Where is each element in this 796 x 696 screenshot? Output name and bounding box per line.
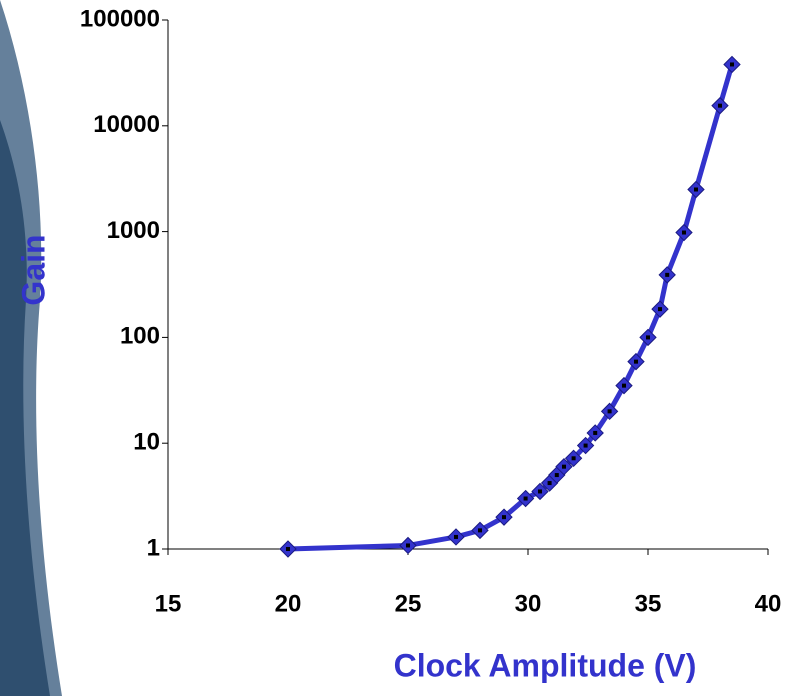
x-tick-label: 15: [155, 590, 182, 617]
y-tick-label: 1000: [107, 217, 160, 244]
marker-center: [538, 489, 542, 494]
marker-center: [286, 547, 290, 551]
marker-center: [478, 528, 482, 533]
marker-center: [646, 335, 650, 340]
y-tick-label: 100000: [80, 5, 160, 32]
marker-center: [730, 62, 734, 67]
marker-center: [718, 103, 722, 108]
y-tick-label: 100: [120, 323, 160, 350]
marker-center: [634, 359, 638, 364]
x-tick-label: 40: [755, 590, 782, 617]
x-tick-label: 25: [395, 590, 422, 617]
marker-center: [454, 534, 458, 539]
marker-center: [694, 187, 698, 192]
y-axis-title: Gain: [15, 234, 51, 305]
x-tick-label: 20: [275, 590, 302, 617]
marker-center: [593, 430, 598, 435]
marker-center: [665, 272, 670, 277]
marker-center: [523, 496, 528, 501]
marker-center: [562, 464, 566, 469]
background-shape: [0, 120, 50, 696]
marker-center: [502, 515, 506, 520]
marker-center: [554, 473, 559, 478]
y-tick-label: 1: [147, 534, 160, 561]
marker-center: [571, 456, 576, 461]
marker-center: [406, 543, 410, 548]
marker-center: [622, 383, 626, 388]
marker-center: [682, 230, 686, 235]
marker-center: [547, 481, 552, 486]
x-tick-label: 30: [515, 590, 542, 617]
marker-center: [607, 409, 612, 414]
marker-center: [583, 443, 588, 448]
y-tick-label: 10: [133, 429, 160, 456]
marker-center: [658, 307, 662, 312]
y-tick-label: 10000: [93, 111, 160, 138]
x-tick-label: 35: [635, 590, 662, 617]
x-axis-title: Clock Amplitude (V): [394, 647, 697, 683]
